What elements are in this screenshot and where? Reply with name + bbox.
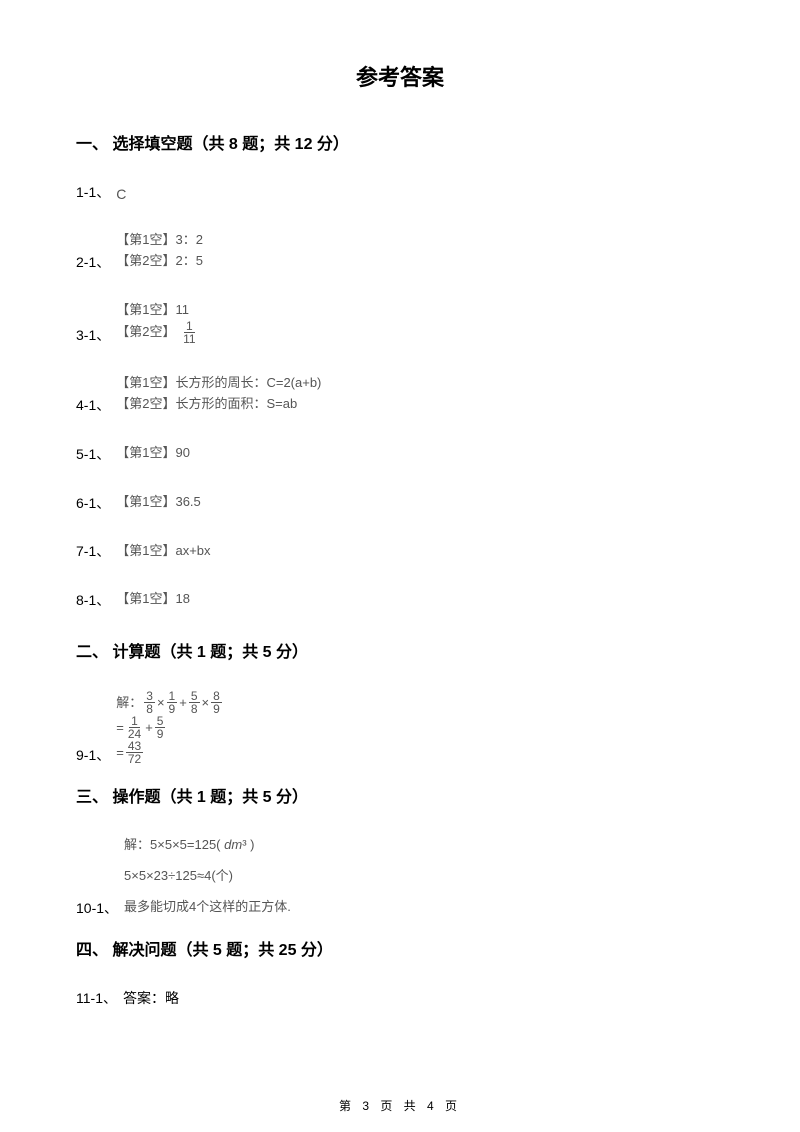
answer-prefix: 【第2空】 <box>116 324 175 339</box>
section-1-header: 一、 选择填空题（共 8 题；共 12 分） <box>76 130 724 154</box>
fraction: 89 <box>211 690 222 715</box>
calc-line: 5×5×23÷125≈4(个) <box>124 866 291 887</box>
operator: × <box>157 692 165 714</box>
answer-line: 【第1空】11 <box>116 300 199 321</box>
answer-text: 【第1空】36.5 <box>116 492 201 513</box>
q-num: 6-1、 <box>76 493 110 513</box>
answer-9-1: 9-1、 解： 38 × 19 + 58 × 89 = 124 + 59 = 4… <box>76 690 724 765</box>
fraction: 19 <box>167 690 178 715</box>
answer-6-1: 6-1、 【第1空】36.5 <box>76 492 724 513</box>
equals: = <box>116 742 124 764</box>
answer-5-1: 5-1、 【第1空】90 <box>76 443 724 464</box>
answer-text: 【第1空】90 <box>116 443 190 464</box>
answer-2-1: 2-1、 【第1空】3：2 【第2空】2：5 <box>76 230 724 272</box>
answer-text: C <box>116 186 126 202</box>
answer-line: 【第2空】2：5 <box>116 251 203 272</box>
equals: = <box>116 717 124 739</box>
q-num: 10-1、 <box>76 898 118 918</box>
page-footer: 第 3 页 共 4 页 <box>0 1097 800 1114</box>
answer-text: 【第1空】18 <box>116 589 190 610</box>
answer-line: 【第1空】3：2 <box>116 230 203 251</box>
page-title: 参考答案 <box>76 60 724 92</box>
section-4-header: 四、 解决问题（共 5 题；共 25 分） <box>76 936 724 960</box>
fraction: 59 <box>155 715 166 740</box>
answer-text: 【第1空】ax+bx <box>116 541 210 562</box>
fraction: 124 <box>126 715 143 740</box>
q-num: 11-1、 <box>76 988 117 1008</box>
answer-text: 答案：略 <box>123 988 179 1008</box>
q-num: 3-1、 <box>76 325 110 345</box>
fraction: 58 <box>189 690 200 715</box>
fraction: 1 11 <box>181 320 197 345</box>
operator: × <box>202 692 210 714</box>
calc-line-3: = 4372 <box>116 740 224 765</box>
answer-7-1: 7-1、 【第1空】ax+bx <box>76 541 724 562</box>
answer-11-1: 11-1、 答案：略 <box>76 988 724 1008</box>
q-num: 7-1、 <box>76 541 110 561</box>
answer-10-1: 10-1、 解：5×5×5=125( dm³ ) 5×5×23÷125≈4(个)… <box>76 835 724 917</box>
operator: + <box>179 692 187 714</box>
answer-3-1: 3-1、 【第1空】11 【第2空】 1 11 <box>76 300 724 346</box>
answer-line: 【第2空】 1 11 <box>116 320 199 345</box>
answer-8-1: 8-1、 【第1空】18 <box>76 589 724 610</box>
q-num: 2-1、 <box>76 252 110 272</box>
q-num: 9-1、 <box>76 745 110 765</box>
section-3-header: 三、 操作题（共 1 题；共 5 分） <box>76 783 724 807</box>
answer-line: 【第2空】长方形的面积：S=ab <box>116 394 321 415</box>
calc-prefix: 解： <box>116 692 142 714</box>
calc-line: 最多能切成4个这样的正方体. <box>124 897 291 918</box>
q-num: 8-1、 <box>76 590 110 610</box>
fraction: 4372 <box>126 740 143 765</box>
calc-line-2: = 124 + 59 <box>116 715 224 740</box>
section-2-header: 二、 计算题（共 1 题；共 5 分） <box>76 638 724 662</box>
q-num: 1-1、 <box>76 182 110 202</box>
operator: + <box>145 717 153 739</box>
q-num: 4-1、 <box>76 395 110 415</box>
q-num: 5-1、 <box>76 444 110 464</box>
fraction-den: 11 <box>181 333 197 345</box>
calc-line: 解：5×5×5=125( dm³ ) <box>124 835 291 856</box>
answer-1-1: 1-1、 C <box>76 182 724 202</box>
fraction: 38 <box>144 690 155 715</box>
answer-line: 【第1空】长方形的周长：C=2(a+b) <box>116 373 321 394</box>
calc-line-1: 解： 38 × 19 + 58 × 89 <box>116 690 224 715</box>
answer-4-1: 4-1、 【第1空】长方形的周长：C=2(a+b) 【第2空】长方形的面积：S=… <box>76 373 724 415</box>
